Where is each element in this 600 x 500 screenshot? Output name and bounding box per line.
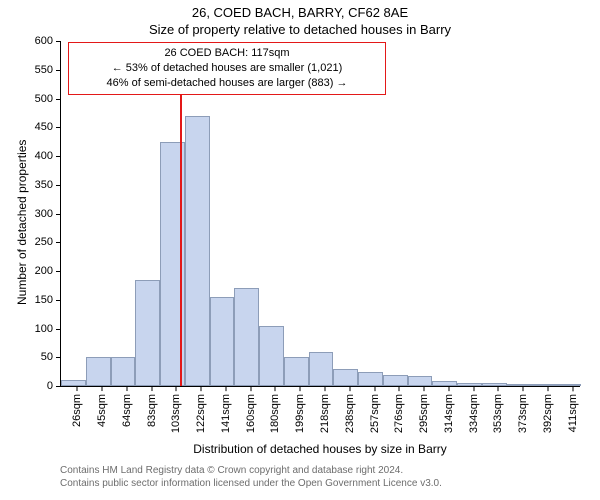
chart-container: 26, COED BACH, BARRY, CF62 8AE Size of p… — [0, 0, 600, 500]
x-tick: 64sqm — [121, 386, 133, 427]
x-tick: 257sqm — [369, 386, 381, 433]
y-tick: 0 — [47, 380, 61, 392]
x-tick: 160sqm — [245, 386, 257, 433]
x-tick: 276sqm — [393, 386, 405, 433]
x-tick: 295sqm — [418, 386, 430, 433]
y-tick: 450 — [35, 121, 61, 133]
bar — [284, 357, 309, 386]
x-tick: 45sqm — [96, 386, 108, 427]
x-tick: 26sqm — [71, 386, 83, 427]
footnote-1: Contains HM Land Registry data © Crown c… — [60, 465, 403, 476]
bar — [86, 357, 111, 386]
y-tick: 300 — [35, 208, 61, 220]
x-tick: 103sqm — [170, 386, 182, 433]
x-tick: 373sqm — [517, 386, 529, 433]
bar — [185, 116, 210, 386]
x-tick: 218sqm — [319, 386, 331, 433]
bar — [111, 357, 136, 386]
bar — [333, 369, 358, 386]
x-tick: 180sqm — [269, 386, 281, 433]
info-line-2: ← 53% of detached houses are smaller (1,… — [77, 61, 377, 76]
info-box: 26 COED BACH: 117sqm ← 53% of detached h… — [68, 42, 386, 95]
x-tick: 334sqm — [468, 386, 480, 433]
bar — [234, 288, 259, 386]
x-tick: 353sqm — [492, 386, 504, 433]
x-tick: 314sqm — [443, 386, 455, 433]
x-tick: 392sqm — [542, 386, 554, 433]
x-tick: 411sqm — [567, 386, 579, 432]
chart-title-sub: Size of property relative to detached ho… — [0, 22, 600, 37]
y-tick: 400 — [35, 150, 61, 162]
y-tick: 500 — [35, 93, 61, 105]
info-line-3: 46% of semi-detached houses are larger (… — [77, 76, 377, 91]
x-tick: 141sqm — [220, 386, 232, 433]
y-tick: 50 — [41, 351, 61, 363]
y-tick: 600 — [35, 35, 61, 47]
y-tick: 250 — [35, 236, 61, 248]
y-tick: 350 — [35, 179, 61, 191]
y-axis-label: Number of detached properties — [15, 139, 29, 304]
bar — [383, 375, 408, 387]
bar — [309, 352, 334, 387]
bar — [135, 280, 160, 386]
bar — [210, 297, 235, 386]
bar — [259, 326, 284, 386]
y-tick: 100 — [35, 323, 61, 335]
bar — [408, 376, 433, 386]
x-axis-label: Distribution of detached houses by size … — [60, 442, 580, 456]
chart-title-main: 26, COED BACH, BARRY, CF62 8AE — [0, 5, 600, 20]
y-tick: 200 — [35, 265, 61, 277]
info-line-1: 26 COED BACH: 117sqm — [77, 46, 377, 61]
x-tick: 199sqm — [294, 386, 306, 433]
y-tick: 150 — [35, 294, 61, 306]
x-tick: 238sqm — [344, 386, 356, 433]
footnote-2: Contains public sector information licen… — [60, 478, 442, 489]
x-tick: 83sqm — [146, 386, 158, 427]
bar — [358, 372, 383, 386]
x-tick: 122sqm — [195, 386, 207, 433]
y-tick: 550 — [35, 64, 61, 76]
